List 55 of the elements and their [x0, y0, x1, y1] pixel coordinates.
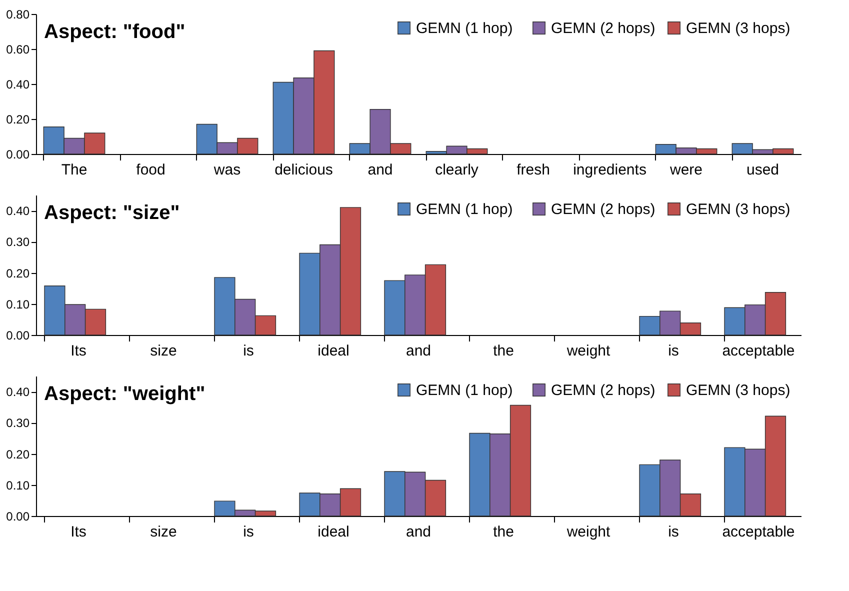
x-tick-label: ideal: [318, 524, 350, 540]
legend-label: GEMN (1 hop): [416, 20, 513, 37]
x-tick-label: was: [212, 162, 241, 178]
x-tick-label: fresh: [516, 162, 550, 178]
chart-title: Aspect: "food": [44, 21, 186, 43]
x-tick-label: Its: [70, 342, 86, 360]
x-tick-label: weight: [566, 524, 612, 540]
y-tick-label: 0.00: [6, 510, 30, 524]
legend-label: GEMN (3 hops): [686, 20, 790, 37]
y-tick-label: 0.20: [6, 447, 30, 462]
x-tick-label: used: [746, 162, 780, 178]
x-tick-label: size: [150, 342, 177, 360]
y-tick-label: 0.30: [6, 416, 30, 430]
x-tick-label: The: [61, 162, 88, 178]
y-tick-label: 0.30: [6, 235, 30, 250]
chart-title: Aspect: "size": [44, 202, 180, 224]
x-tick-label: the: [493, 342, 514, 360]
y-tick-label: 0.80: [6, 8, 30, 22]
y-tick-label: 0.20: [6, 112, 30, 126]
legend-label: GEMN (2 hops): [551, 382, 656, 399]
x-tick-label: ideal: [318, 342, 350, 360]
y-tick-label: 0.10: [6, 297, 30, 312]
x-tick-label: acceptable: [722, 524, 795, 540]
legend-label: GEMN (3 hops): [686, 382, 790, 399]
y-tick-label: 0.00: [6, 328, 30, 342]
x-tick-label: delicious: [274, 162, 333, 178]
x-tick-label: were: [668, 162, 703, 178]
chart-title: Aspect: "weight": [44, 383, 206, 405]
x-tick-label: size: [150, 524, 177, 540]
x-tick-label: and: [406, 524, 432, 540]
x-tick-label: the: [493, 524, 514, 540]
x-tick-label: food: [136, 162, 166, 178]
legend-label: GEMN (1 hop): [416, 201, 513, 218]
y-tick-label: 0.60: [6, 42, 30, 56]
y-tick-label: 0.40: [6, 78, 30, 92]
x-tick-label: and: [406, 342, 432, 360]
y-tick-label: 0.20: [6, 266, 30, 280]
legend-label: GEMN (1 hop): [416, 382, 513, 399]
x-tick-label: Its: [70, 524, 86, 540]
y-tick-label: 0.40: [6, 385, 30, 400]
x-tick-label: clearly: [435, 162, 479, 178]
x-tick-label: acceptable: [722, 342, 795, 360]
y-tick-label: 0.40: [6, 204, 30, 218]
y-tick-label: 0.10: [6, 478, 30, 492]
x-tick-label: is: [243, 342, 254, 360]
legend-label: GEMN (2 hops): [551, 20, 656, 37]
x-tick-label: is: [668, 524, 679, 540]
legend-label: GEMN (3 hops): [686, 201, 790, 218]
legend-label: GEMN (2 hops): [551, 201, 656, 218]
x-tick-label: and: [368, 162, 393, 178]
x-tick-label: is: [243, 524, 254, 540]
x-tick-label: is: [668, 342, 679, 360]
x-tick-label: weight: [566, 342, 612, 360]
y-tick-label: 0.00: [6, 148, 30, 162]
x-tick-label: ingredients: [573, 162, 646, 178]
